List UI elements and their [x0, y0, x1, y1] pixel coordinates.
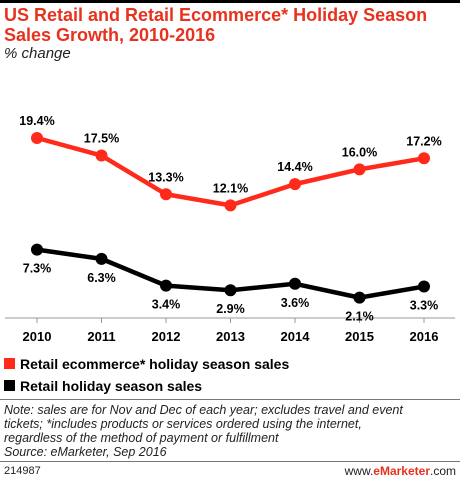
- x-tick-label: 2010: [23, 329, 52, 344]
- data-label-1: 3.6%: [281, 296, 310, 310]
- data-label-1: 3.4%: [152, 298, 181, 312]
- data-label-1: 3.3%: [410, 299, 439, 313]
- data-point-1: [289, 277, 301, 290]
- x-tick-label: 2013: [216, 329, 245, 344]
- x-tick-label: 2014: [281, 329, 311, 344]
- line-chart: 2010 2011 2012 2013 2014 2015 2016 19.4% 17.5% 1…: [5, 114, 455, 344]
- x-tick-label: 2012: [152, 329, 181, 344]
- data-point-0: [289, 178, 301, 191]
- data-label-1: 6.3%: [87, 271, 116, 285]
- legend-label-ecommerce: Retail ecommerce* holiday season sales: [20, 355, 290, 372]
- data-point-1: [31, 243, 43, 256]
- data-label-0: 14.4%: [277, 160, 312, 174]
- data-point-1: [95, 252, 108, 265]
- source-line: Source: eMarketer, Sep 2016: [4, 445, 167, 459]
- data-point-0: [95, 149, 108, 162]
- data-label-0: 19.4%: [19, 114, 54, 128]
- brand-link[interactable]: www.eMarketer.com: [345, 464, 456, 478]
- brand-prefix: www.: [344, 464, 374, 478]
- note-line: regardless of the method of payment or f…: [4, 431, 279, 445]
- data-label-0: 13.3%: [148, 170, 183, 184]
- footer-divider: [0, 461, 460, 462]
- brand-suffix: .com: [429, 464, 456, 478]
- data-point-0: [31, 131, 43, 144]
- note-line: tickets; *includes products or services …: [4, 417, 362, 431]
- data-point-1: [418, 280, 430, 293]
- legend-swatch-retail: [4, 380, 15, 391]
- data-label-0: 16.0%: [342, 145, 377, 159]
- legend-swatch-ecommerce: [4, 358, 15, 369]
- top-rule: [0, 0, 460, 3]
- note-line: Note: sales are for Nov and Dec of each …: [4, 403, 403, 417]
- data-point-1: [353, 291, 366, 304]
- chart-subtitle: % change: [4, 45, 71, 62]
- data-point-0: [224, 199, 237, 212]
- x-tick-label: 2015: [345, 329, 374, 344]
- legend: Retail ecommerce* holiday season sales R…: [4, 354, 289, 398]
- data-label-0: 17.5%: [84, 132, 119, 146]
- data-point-0: [353, 163, 366, 176]
- brand-name: eMarketer: [373, 464, 430, 478]
- legend-item-ecommerce: Retail ecommerce* holiday season sales: [4, 354, 289, 373]
- note-divider: [0, 399, 460, 400]
- data-label-1: 2.9%: [216, 302, 245, 316]
- data-label-1: 2.1%: [345, 310, 374, 324]
- data-label-0: 17.2%: [406, 134, 441, 148]
- chart-id: 214987: [4, 465, 41, 477]
- x-tick-label: 2016: [410, 329, 439, 344]
- data-label-1: 7.3%: [23, 262, 52, 276]
- chart-title: US Retail and Retail Ecommerce* Holiday …: [4, 5, 428, 45]
- data-point-0: [160, 188, 172, 201]
- chart-note: Note: sales are for Nov and Dec of each …: [4, 403, 454, 459]
- legend-item-retail: Retail holiday season sales: [4, 376, 289, 395]
- legend-label-retail: Retail holiday season sales: [20, 377, 203, 394]
- data-point-1: [224, 284, 237, 297]
- data-point-1: [160, 279, 172, 292]
- x-tick-label: 2011: [87, 329, 115, 344]
- data-point-0: [418, 152, 430, 165]
- data-label-0: 12.1%: [213, 181, 248, 195]
